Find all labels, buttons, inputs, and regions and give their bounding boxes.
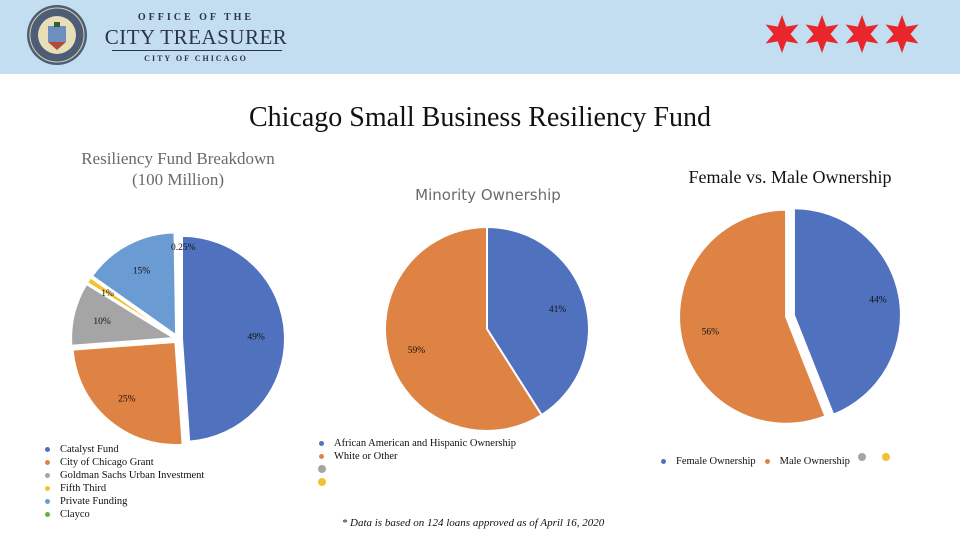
chart-1-legend-label: Fifth Third bbox=[60, 483, 107, 494]
chart-2-legend-item: White or Other bbox=[318, 450, 516, 463]
chart-1-legend-label: Clayco bbox=[60, 509, 90, 520]
footnote: * Data is based on 124 loans approved as… bbox=[341, 517, 605, 529]
chart-1-slice-4 bbox=[85, 275, 176, 338]
chart-1-data-label-3: 10% bbox=[93, 317, 111, 327]
chart-3-legend-marker bbox=[764, 459, 770, 464]
chart-1-legend-item: City of Chicago Grant bbox=[44, 456, 204, 469]
star-icon-4 bbox=[885, 15, 919, 53]
chart-2-legend-marker bbox=[318, 478, 326, 486]
chart-3-legend-item: Male Ownership bbox=[764, 455, 850, 468]
chart-2-data-label-1: 41% bbox=[549, 305, 567, 315]
office-title-main: CITY TREASURER bbox=[104, 25, 288, 49]
chart-2-legend-label: White or Other bbox=[334, 451, 398, 462]
chart-1-title-text: Resiliency Fund Breakdown bbox=[81, 149, 275, 168]
chart-1-data-label-2: 25% bbox=[118, 395, 136, 405]
chart-3-legend-label: Male Ownership bbox=[779, 456, 850, 467]
chart-1-slice-2 bbox=[71, 340, 184, 447]
star-icon-1 bbox=[765, 15, 799, 53]
chart-1-legend-marker bbox=[45, 486, 50, 491]
page-title: Chicago Small Business Resiliency Fund bbox=[249, 102, 711, 133]
chart-1-legend-marker bbox=[45, 447, 50, 452]
chart-3-legend-marker bbox=[857, 453, 866, 461]
chart-1-subtitle: (100 Million) bbox=[131, 170, 225, 189]
chart-1-slice-3 bbox=[70, 282, 178, 347]
chart-1-data-label-4: 1% bbox=[101, 289, 114, 299]
header-banner: OFFICE OF THE CITY TREASURER CITY OF CHI… bbox=[0, 0, 960, 74]
chart-1-legend-label: Private Funding bbox=[60, 496, 128, 507]
chart-2-legend-item bbox=[318, 476, 516, 489]
chart-2-title: Minority Ownership bbox=[415, 186, 561, 204]
chart-1-data-label-5: 15% bbox=[133, 266, 151, 276]
chart-1-legend-label: Goldman Sachs Urban Investment bbox=[60, 470, 205, 481]
chart-1-legend-item: Clayco bbox=[44, 508, 204, 521]
chart-1-legend-item: Catalyst Fund bbox=[44, 443, 204, 456]
office-title-rule bbox=[112, 50, 282, 51]
chart-1-slice-5 bbox=[90, 231, 178, 338]
chart-2-legend-item bbox=[318, 463, 516, 476]
star-icon-2 bbox=[805, 15, 839, 53]
chart-3-title: Female vs. Male Ownership bbox=[688, 167, 892, 187]
office-title-bottom: CITY OF CHICAGO bbox=[144, 54, 248, 63]
chart-2-legend-marker bbox=[319, 441, 324, 446]
chart-1-slice-1 bbox=[180, 234, 286, 443]
office-title-top: OFFICE OF THE bbox=[137, 12, 255, 23]
chart-1-legend-marker bbox=[45, 473, 50, 478]
chart-3-legend-item bbox=[857, 451, 874, 464]
chart-3-slice-1 bbox=[792, 207, 902, 417]
chart-2-legend-item: African American and Hispanic Ownership bbox=[318, 437, 516, 450]
chart-3-legend-marker bbox=[661, 459, 666, 464]
chart-1-legend: Catalyst Fund City of Chicago Grant Goldma… bbox=[44, 443, 204, 521]
chart-1-legend-marker bbox=[45, 499, 50, 504]
chart-2-legend-marker bbox=[318, 465, 326, 473]
chart-1-legend-label: City of Chicago Grant bbox=[60, 457, 154, 468]
chart-1-legend-item: Goldman Sachs Urban Investment bbox=[44, 469, 204, 482]
chart-3-legend-label: Female Ownership bbox=[676, 456, 756, 467]
chart-1-data-label-1: 49% bbox=[247, 333, 265, 343]
chart-1-title: Resiliency Fund Breakdown (100 Million) bbox=[50, 148, 306, 190]
star-icon-3 bbox=[845, 15, 879, 53]
chart-1-slice-6 bbox=[175, 230, 179, 336]
chart-3-data-label-1: 44% bbox=[869, 296, 887, 306]
chart-2-data-label-2: 59% bbox=[408, 346, 426, 356]
chart-1-legend-item: Private Funding bbox=[44, 495, 204, 508]
city-seal-icon bbox=[27, 5, 87, 65]
chart-2-legend-marker bbox=[319, 454, 324, 459]
chicago-stars bbox=[765, 15, 919, 53]
chart-1-legend-marker bbox=[45, 460, 50, 465]
chart-3-legend-marker bbox=[881, 453, 890, 461]
chart-3-data-label-2: 56% bbox=[702, 328, 720, 338]
chart-3-legend-item: Female Ownership bbox=[660, 455, 756, 468]
chart-1-legend-marker bbox=[45, 512, 50, 517]
chart-1-data-label-6: 0.25% bbox=[171, 243, 196, 253]
chart-2-legend-label: African American and Hispanic Ownership bbox=[334, 438, 516, 449]
chart-2-slice-2 bbox=[384, 225, 544, 432]
chart-3-legend: Female Ownership Male Ownership bbox=[660, 451, 906, 468]
chart-3-slice-2 bbox=[678, 208, 827, 425]
chart-2-legend: African American and Hispanic Ownership W… bbox=[318, 437, 516, 489]
chart-3-legend-item bbox=[881, 451, 898, 464]
chart-1-legend-label: Catalyst Fund bbox=[60, 444, 119, 455]
chart-1-legend-item: Fifth Third bbox=[44, 482, 204, 495]
